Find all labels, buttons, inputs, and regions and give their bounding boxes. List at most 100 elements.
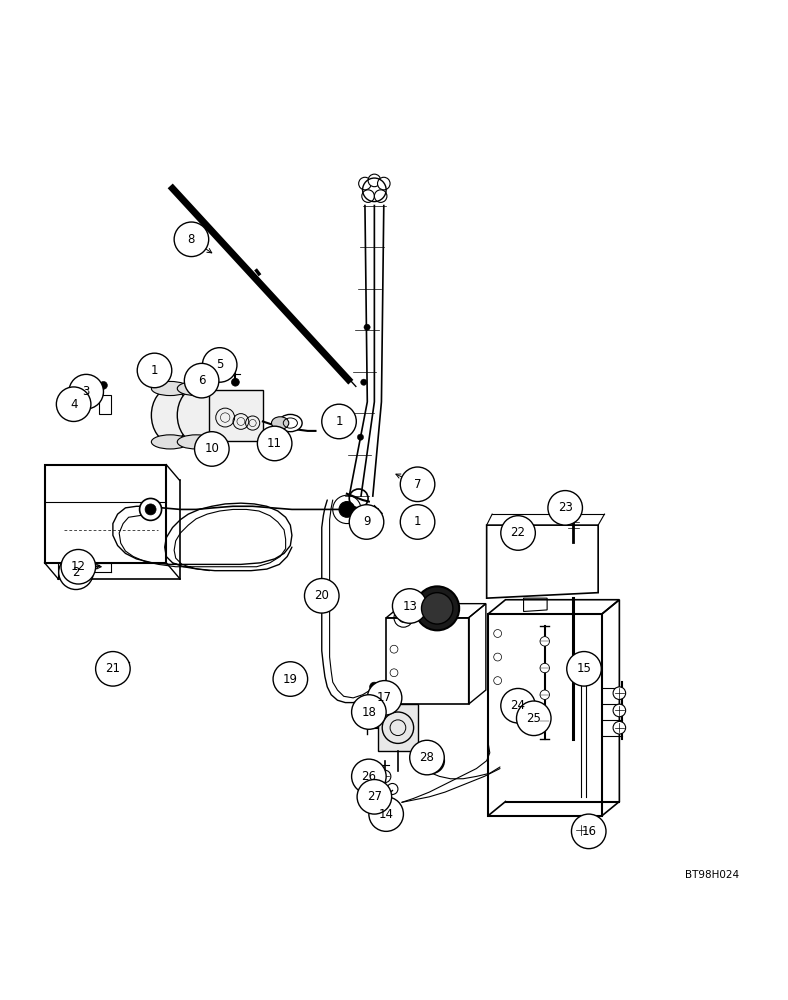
Text: 1: 1: [335, 415, 343, 428]
Circle shape: [370, 682, 379, 692]
Circle shape: [362, 190, 374, 202]
Text: 2: 2: [72, 566, 80, 579]
Circle shape: [351, 695, 386, 729]
Circle shape: [377, 177, 390, 190]
Bar: [45, 465, 166, 563]
Text: 6: 6: [198, 374, 206, 387]
Circle shape: [540, 663, 549, 673]
Circle shape: [304, 579, 339, 613]
Text: 15: 15: [577, 662, 592, 675]
Circle shape: [203, 348, 237, 382]
Circle shape: [501, 516, 535, 550]
Circle shape: [61, 549, 95, 584]
Circle shape: [139, 498, 162, 520]
Circle shape: [99, 381, 107, 389]
Ellipse shape: [177, 435, 215, 449]
Circle shape: [145, 504, 156, 515]
Circle shape: [367, 681, 402, 715]
Ellipse shape: [151, 388, 189, 442]
Circle shape: [369, 797, 403, 831]
Circle shape: [400, 505, 435, 539]
Circle shape: [368, 174, 381, 187]
Text: 17: 17: [377, 691, 392, 704]
Ellipse shape: [177, 388, 215, 442]
Circle shape: [613, 687, 626, 699]
Circle shape: [400, 467, 435, 502]
Circle shape: [540, 690, 549, 699]
Circle shape: [339, 502, 355, 517]
Ellipse shape: [177, 381, 215, 396]
Circle shape: [69, 374, 103, 409]
Text: 7: 7: [414, 478, 422, 491]
Text: 4: 4: [70, 398, 77, 411]
Text: 19: 19: [283, 673, 298, 686]
Circle shape: [357, 780, 392, 814]
Text: 24: 24: [511, 699, 526, 712]
Text: 16: 16: [582, 825, 597, 838]
Text: 3: 3: [83, 385, 90, 398]
Circle shape: [57, 387, 91, 421]
Text: 22: 22: [511, 526, 526, 539]
Circle shape: [137, 353, 172, 388]
Text: 25: 25: [526, 712, 541, 725]
Circle shape: [364, 324, 370, 330]
Circle shape: [410, 740, 444, 775]
Text: 1: 1: [151, 364, 158, 377]
Text: 14: 14: [379, 808, 394, 821]
Circle shape: [357, 434, 363, 440]
Circle shape: [322, 404, 356, 439]
Circle shape: [174, 222, 209, 257]
Circle shape: [273, 662, 307, 696]
Text: 9: 9: [362, 515, 370, 528]
Text: 18: 18: [362, 706, 377, 719]
Text: 5: 5: [216, 358, 223, 371]
Text: 10: 10: [204, 442, 219, 455]
Ellipse shape: [151, 435, 189, 449]
Circle shape: [232, 378, 240, 386]
Circle shape: [501, 688, 535, 723]
Circle shape: [351, 759, 386, 794]
Text: 21: 21: [106, 662, 121, 675]
Bar: [489, 614, 602, 816]
Ellipse shape: [151, 381, 189, 396]
Circle shape: [325, 596, 334, 605]
Circle shape: [415, 586, 459, 630]
Ellipse shape: [272, 417, 288, 429]
Circle shape: [349, 505, 384, 539]
Text: 27: 27: [367, 790, 382, 803]
Circle shape: [548, 491, 582, 525]
Circle shape: [258, 426, 292, 461]
Circle shape: [540, 717, 549, 726]
Text: 13: 13: [402, 600, 417, 613]
Circle shape: [567, 652, 601, 686]
Circle shape: [374, 190, 387, 202]
Text: 11: 11: [267, 437, 282, 450]
Text: 23: 23: [558, 501, 573, 514]
Circle shape: [59, 555, 93, 590]
Circle shape: [361, 379, 367, 385]
Circle shape: [378, 770, 391, 783]
Circle shape: [613, 704, 626, 717]
Bar: [378, 704, 418, 751]
Text: BT98H024: BT98H024: [685, 870, 739, 880]
Circle shape: [359, 177, 371, 190]
Circle shape: [571, 814, 606, 849]
Circle shape: [195, 432, 229, 466]
Circle shape: [540, 637, 549, 646]
Ellipse shape: [279, 414, 302, 432]
Circle shape: [317, 596, 326, 605]
Circle shape: [209, 387, 215, 393]
Text: 26: 26: [362, 770, 377, 783]
Circle shape: [184, 363, 219, 398]
Text: 12: 12: [71, 560, 86, 573]
Bar: [98, 395, 111, 414]
Circle shape: [422, 593, 453, 624]
Circle shape: [613, 721, 626, 734]
Text: 1: 1: [414, 515, 422, 528]
Bar: [210, 390, 263, 441]
Text: 20: 20: [314, 589, 329, 602]
Text: 8: 8: [188, 233, 195, 246]
Circle shape: [392, 589, 427, 623]
Text: 28: 28: [419, 751, 434, 764]
Circle shape: [574, 824, 587, 836]
